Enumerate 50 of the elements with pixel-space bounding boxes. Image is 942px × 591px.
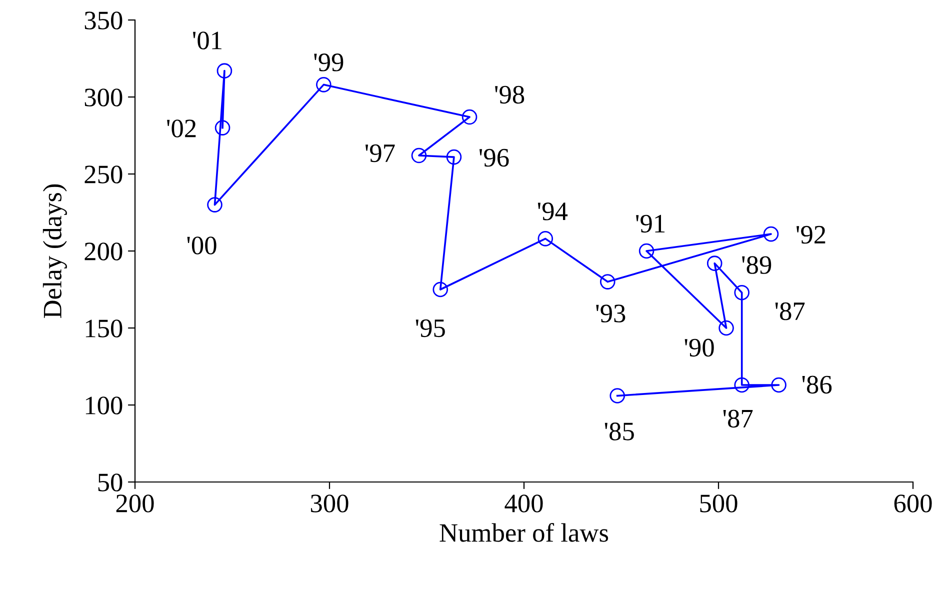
- annotation: '02: [167, 120, 196, 138]
- point: [207, 197, 222, 212]
- annotation: '85: [604, 422, 634, 440]
- point: [316, 77, 332, 92]
- point: [771, 377, 786, 393]
- y-tick-label: 150: [86, 320, 122, 338]
- annotation: '91: [636, 214, 665, 233]
- y-tick-label: 200: [84, 242, 122, 260]
- point: [538, 231, 554, 246]
- annotation: '94: [538, 202, 568, 220]
- annotation: '87: [723, 410, 753, 428]
- annotation: '90: [684, 338, 714, 357]
- point: [432, 282, 448, 298]
- annotation: '86: [802, 376, 832, 394]
- y-tick-label: 300: [84, 88, 122, 106]
- point: [718, 320, 734, 336]
- annotation: '93: [596, 304, 626, 322]
- y-tick-label: 250: [84, 166, 122, 184]
- annotation: '99: [314, 54, 344, 72]
- annotation: '89: [742, 256, 772, 274]
- point: [411, 148, 427, 164]
- y-axis-title: Delay (days): [42, 184, 67, 318]
- annotation: '87: [775, 302, 805, 320]
- point: [734, 284, 750, 300]
- annotation: '00: [187, 236, 216, 254]
- annotation: '01: [193, 32, 222, 50]
- point: [706, 256, 722, 271]
- annotation: '98: [495, 86, 524, 104]
- y-tick-label: 350: [84, 12, 122, 30]
- x-axis-title: Number of laws: [440, 523, 608, 542]
- annotation: '97: [366, 144, 395, 162]
- point: [734, 377, 750, 393]
- point: [763, 226, 779, 242]
- annotation: '96: [480, 148, 509, 167]
- x-tick-label: 500: [700, 494, 738, 512]
- annotation: '92: [796, 226, 826, 244]
- x-tick-label: 300: [310, 494, 348, 512]
- point: [638, 243, 654, 259]
- x-tick-label: 200: [116, 494, 154, 512]
- y-tick-label: 50: [98, 474, 122, 492]
- point: [610, 388, 625, 404]
- point: [462, 109, 478, 125]
- x-tick-label: 600: [894, 494, 932, 512]
- annotation: '95: [416, 319, 445, 338]
- x-tick-label: 400: [504, 494, 543, 512]
- point: [446, 149, 462, 165]
- y-tick-label: 100: [86, 396, 122, 414]
- point: [216, 63, 232, 78]
- point: [600, 274, 616, 290]
- point: [214, 120, 230, 136]
